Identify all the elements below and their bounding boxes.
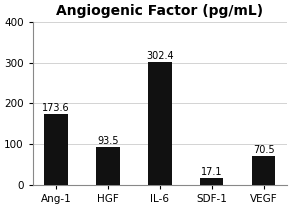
Title: Angiogenic Factor (pg/mL): Angiogenic Factor (pg/mL) <box>56 4 263 18</box>
Bar <box>252 156 275 185</box>
Text: 302.4: 302.4 <box>146 51 174 61</box>
Text: 93.5: 93.5 <box>97 136 119 146</box>
Bar <box>96 147 120 185</box>
Bar <box>148 62 171 185</box>
Bar <box>200 178 223 185</box>
Bar <box>44 114 68 185</box>
Text: 173.6: 173.6 <box>42 103 70 113</box>
Text: 70.5: 70.5 <box>253 145 274 155</box>
Text: 17.1: 17.1 <box>201 167 222 177</box>
